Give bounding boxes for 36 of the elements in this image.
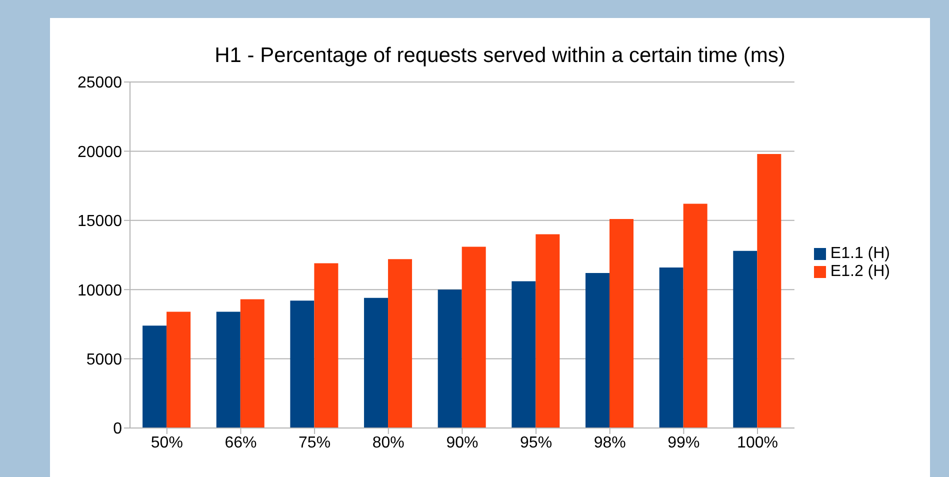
y-tick-label: 5000 — [86, 351, 122, 368]
bar — [438, 290, 462, 428]
bar — [290, 300, 314, 428]
x-tick-label: 50% — [150, 434, 183, 452]
y-tick-label: 15000 — [78, 213, 122, 230]
bar — [166, 312, 191, 428]
bar — [388, 259, 412, 428]
bar — [142, 326, 167, 428]
x-tick-label: 95% — [520, 434, 552, 452]
bar — [733, 250, 758, 428]
x-tick-label: 90% — [446, 434, 478, 452]
bar — [757, 154, 782, 428]
bar — [364, 298, 388, 428]
legend-label: E1.1 (H) — [830, 245, 890, 262]
y-tick-label: 25000 — [78, 74, 122, 92]
bar — [683, 204, 708, 428]
y-tick-label: 0 — [113, 420, 122, 438]
chart-title: H1 - Percentage of requests served within a certain time (ms) — [214, 44, 786, 68]
bar — [240, 299, 264, 428]
x-tick-label: 100% — [737, 434, 778, 452]
y-tick-label: 10000 — [78, 282, 122, 300]
x-tick-label: 75% — [298, 434, 331, 452]
x-tick-label: 80% — [372, 434, 404, 452]
x-tick-label: 98% — [594, 434, 626, 452]
bar — [586, 272, 610, 428]
bar — [314, 263, 338, 428]
bar — [216, 312, 240, 428]
y-tick-label: 20000 — [78, 144, 122, 161]
legend-label: E1.2 (H) — [830, 263, 890, 280]
bar — [512, 281, 536, 428]
bar — [659, 267, 684, 428]
bar — [536, 234, 560, 428]
bar — [610, 219, 634, 428]
x-tick-label: 99% — [668, 434, 700, 452]
bar — [462, 246, 486, 428]
x-tick-label: 66% — [224, 434, 257, 452]
